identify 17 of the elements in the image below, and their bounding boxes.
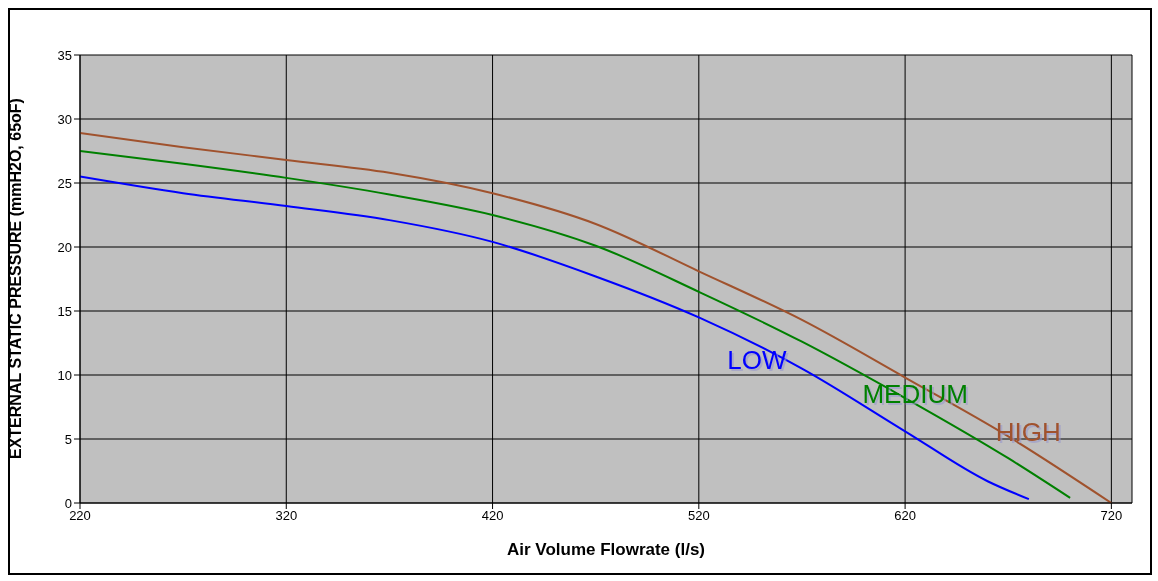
x-axis-title: Air Volume Flowrate (l/s) [506, 540, 706, 559]
y-tick-label: 5 [64, 431, 72, 447]
y-tick-label: 25 [57, 175, 72, 191]
x-tick-label: 320 [275, 508, 298, 524]
y-tick-label: 15 [57, 303, 72, 319]
y-tick-label: 10 [57, 367, 72, 383]
x-tick-label: 720 [1100, 508, 1123, 524]
x-tick-label: 220 [69, 508, 91, 524]
y-tick-label: 0 [64, 495, 72, 511]
x-tick-label: 520 [687, 508, 710, 524]
y-axis-title: EXTERNAL STATIC PRESSURE (mmH2O, 65oF) [6, 98, 24, 459]
y-tick-label: 30 [57, 111, 72, 127]
x-tick-label: 620 [894, 508, 916, 524]
y-tick-label: 35 [57, 47, 72, 63]
y-tick-label: 20 [57, 239, 72, 255]
series-label: LOW [729, 346, 790, 377]
x-tick-label: 420 [481, 508, 504, 524]
